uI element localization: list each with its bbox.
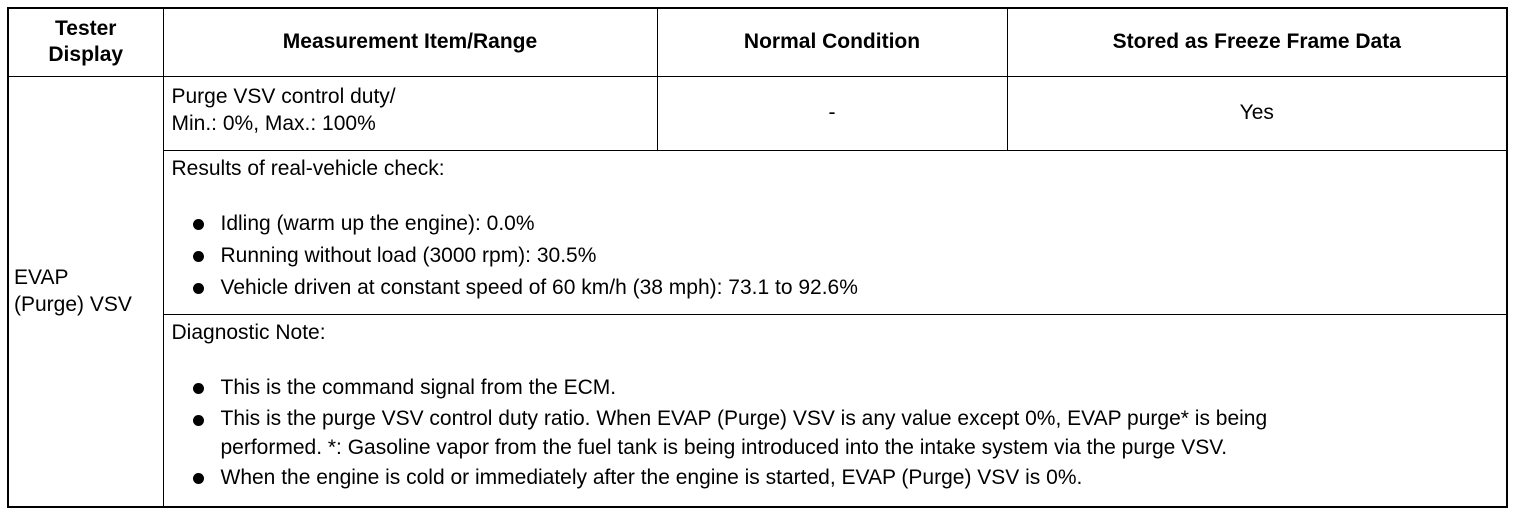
bullet-icon	[192, 414, 204, 426]
bullet-icon	[192, 382, 204, 394]
diagnostic-title: Diagnostic Note:	[171, 320, 326, 344]
header-tester-display: Tester Display	[7, 7, 164, 77]
data-list-table: Tester Display Measurement Item/Range No…	[7, 7, 1508, 508]
diagnostic-row: Diagnostic Note: This is the command sig…	[8, 313, 1508, 508]
bullet-icon	[192, 472, 204, 484]
list-item: This is the purge VSV control duty ratio…	[172, 404, 1499, 462]
freeze-frame-cell: Yes	[1006, 75, 1508, 151]
list-item: Vehicle driven at constant speed of 60 k…	[172, 272, 1499, 304]
bullet-icon	[192, 250, 204, 262]
bullet-icon	[192, 282, 204, 294]
diagnostic-list: This is the command signal from the ECM.…	[172, 372, 1499, 494]
results-row: Results of real-vehicle check: Idling (w…	[8, 149, 1508, 315]
results-list: Idling (warm up the engine): 0.0% Runnin…	[172, 208, 1499, 304]
normal-condition-cell: -	[656, 75, 1008, 151]
header-normal-condition: Normal Condition	[656, 7, 1008, 77]
header-measurement-item: Measurement Item/Range	[162, 7, 658, 77]
list-item: Running without load (3000 rpm): 30.5%	[172, 240, 1499, 272]
list-item: This is the command signal from the ECM.	[172, 372, 1499, 404]
measurement-item-cell: Purge VSV control duty/ Min.: 0%, Max.: …	[162, 75, 658, 151]
header-row: Tester Display Measurement Item/Range No…	[7, 7, 1508, 77]
bullet-icon	[192, 218, 204, 230]
list-item: Idling (warm up the engine): 0.0%	[172, 208, 1499, 240]
results-title: Results of real-vehicle check:	[171, 156, 445, 180]
table-row: EVAP (Purge) VSV Purge VSV control duty/…	[7, 75, 1508, 508]
header-freeze-frame: Stored as Freeze Frame Data	[1006, 7, 1508, 77]
list-item: When the engine is cold or immediately a…	[172, 462, 1499, 494]
diagnostic-cell: Diagnostic Note: This is the command sig…	[162, 313, 1508, 508]
results-cell: Results of real-vehicle check: Idling (w…	[162, 149, 1508, 315]
tester-display-cell: EVAP (Purge) VSV	[7, 75, 164, 508]
